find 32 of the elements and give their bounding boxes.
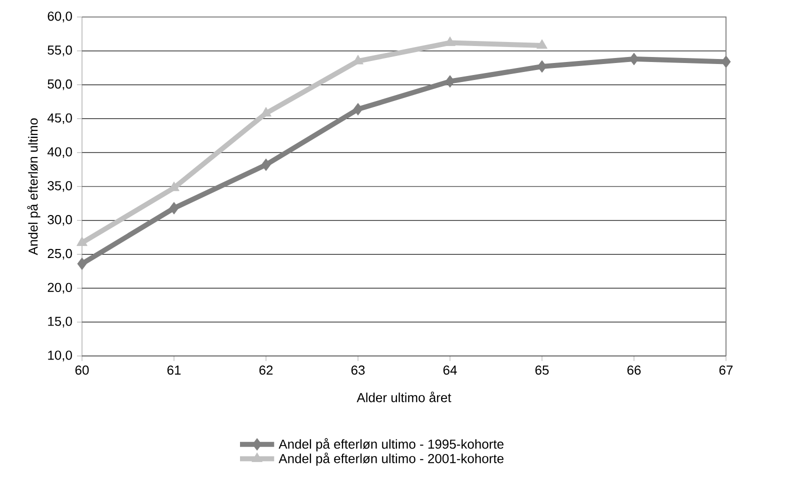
x-tick-label: 62 bbox=[259, 366, 273, 375]
x-tick-label: 65 bbox=[535, 366, 549, 375]
x-tick-label: 67 bbox=[719, 366, 733, 375]
point bbox=[537, 60, 547, 73]
legend-label: Andel på efterløn ultimo - 1995-kohorte bbox=[278, 438, 504, 452]
point bbox=[77, 258, 87, 270]
x-tick-label: 60 bbox=[75, 366, 89, 375]
point bbox=[353, 102, 363, 116]
y-tick-label: 10,0 bbox=[48, 350, 72, 362]
y-tick-label: 45,0 bbox=[47, 113, 72, 124]
y-tick-label: 20,0 bbox=[48, 282, 72, 294]
y-tick-label: 15,0 bbox=[48, 316, 72, 328]
x-tick-label: 64 bbox=[443, 366, 457, 375]
x-tick-label: 61 bbox=[167, 366, 181, 375]
y-tick-label: 30,0 bbox=[48, 215, 72, 226]
y-tick-label: 40,0 bbox=[47, 147, 72, 158]
y-tick-label: 60,0 bbox=[48, 12, 72, 22]
point bbox=[445, 75, 455, 88]
x-tick-label: 63 bbox=[351, 366, 365, 375]
y-tick-label: 25,0 bbox=[48, 248, 72, 260]
x-axis-title: Alder ultimo året bbox=[356, 392, 452, 402]
x-tick-label: 66 bbox=[627, 366, 641, 375]
legend-label: Andel på efterløn ultimo - 2001-kohorte bbox=[278, 452, 504, 466]
point bbox=[260, 107, 272, 117]
point bbox=[169, 202, 179, 214]
point bbox=[261, 158, 271, 172]
y-tick-label: 50,0 bbox=[48, 79, 72, 90]
y-axis-title: Andel på efterløn ultimo bbox=[27, 118, 40, 256]
y-tick-label: 35,0 bbox=[48, 181, 72, 192]
y-tick-label: 55,0 bbox=[48, 46, 72, 56]
point bbox=[76, 236, 88, 246]
point bbox=[536, 39, 548, 49]
